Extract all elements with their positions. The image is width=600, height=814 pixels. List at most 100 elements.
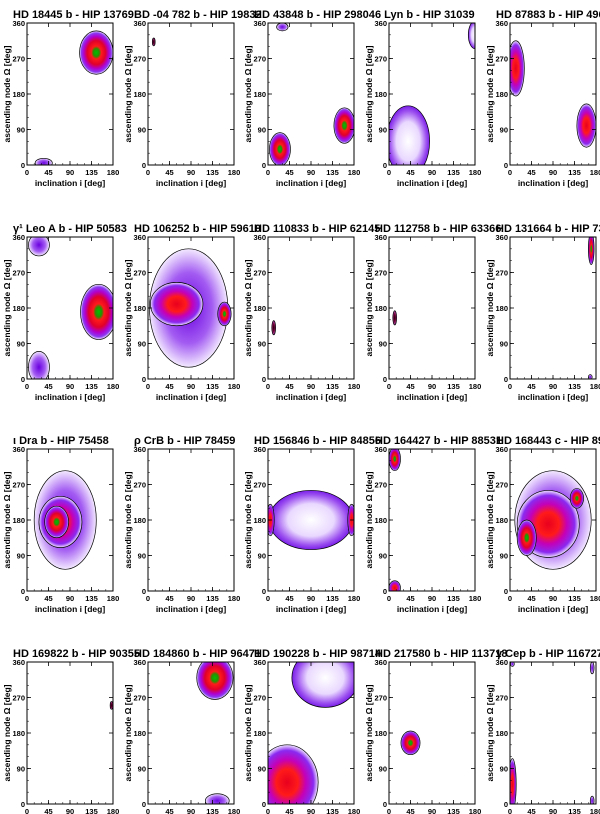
density-region [271, 320, 276, 336]
density-region [80, 283, 113, 340]
y-tick-label: 0 [504, 375, 508, 384]
x-tick-label: 45 [406, 594, 414, 603]
x-tick-label: 0 [146, 594, 150, 603]
panel-16: HD 169822 b - HIP 90355 0 45 90 135 180 0 90 180… [2, 648, 140, 814]
density-region [333, 107, 354, 144]
y-tick-label: 90 [138, 340, 146, 349]
y-tick-label: 90 [379, 765, 387, 774]
x-tick-label: 45 [165, 168, 173, 177]
panel-title: HD 217580 b - HIP 113718 [375, 648, 508, 660]
y-tick-label: 180 [12, 516, 25, 525]
x-tick-label: 90 [307, 382, 315, 391]
density-region [34, 157, 53, 165]
x-tick-label: 135 [568, 382, 581, 391]
panel-10: HD 131664 b - HIP 73408 0 45 90 135 180 0 90 180… [485, 223, 600, 402]
y-tick-label: 270 [12, 269, 25, 278]
density-region [150, 282, 204, 327]
y-tick-label: 360 [133, 445, 146, 454]
density-map [196, 662, 234, 804]
density-region [510, 758, 517, 804]
panel-7: HD 106252 b - HIP 59610 0 45 90 135 180 0 90 180… [123, 223, 261, 402]
y-tick-label: 180 [495, 729, 508, 738]
y-tick-label: 360 [495, 233, 508, 242]
y-tick-label: 0 [21, 587, 25, 596]
y-tick-label: 270 [495, 55, 508, 64]
x-tick-label: 135 [326, 594, 339, 603]
x-tick-label: 135 [447, 382, 460, 391]
y-tick-label: 0 [142, 587, 146, 596]
x-tick-label: 45 [527, 382, 535, 391]
x-tick-label: 180 [107, 168, 120, 177]
x-tick-label: 45 [44, 807, 52, 814]
x-tick-label: 0 [387, 382, 391, 391]
x-tick-label: 135 [447, 168, 460, 177]
density-map [34, 30, 113, 165]
y-tick-label: 360 [374, 19, 387, 28]
density-map [510, 662, 595, 804]
x-tick-label: 135 [447, 594, 460, 603]
density-region [28, 237, 50, 257]
panel-4: 6 Lyn b - HIP 31039 0 45 90 135 180 0 90 180 270 3… [364, 9, 481, 188]
panel-title: ι Dra b - HIP 75458 [13, 435, 109, 447]
x-tick-label: 0 [266, 807, 270, 814]
x-tick-label: 0 [25, 168, 29, 177]
y-tick-label: 90 [500, 340, 508, 349]
x-tick-label: 90 [187, 168, 195, 177]
x-tick-label: 0 [266, 168, 270, 177]
x-tick-label: 45 [44, 382, 52, 391]
y-tick-label: 360 [12, 658, 25, 667]
x-tick-label: 180 [107, 382, 120, 391]
y-tick-label: 180 [374, 90, 387, 99]
x-axis-label: inclination i [deg] [35, 604, 106, 614]
x-tick-label: 90 [66, 807, 74, 814]
x-tick-label: 90 [187, 594, 195, 603]
x-axis-label: inclination i [deg] [35, 178, 106, 188]
y-tick-label: 0 [262, 161, 266, 170]
y-axis-label: ascending node Ω [deg] [364, 259, 374, 356]
density-map [389, 449, 401, 591]
x-tick-label: 180 [107, 807, 120, 814]
y-tick-label: 180 [12, 304, 25, 313]
y-tick-label: 0 [262, 587, 266, 596]
y-tick-label: 90 [500, 765, 508, 774]
x-axis-label: inclination i [deg] [156, 178, 227, 188]
y-tick-label: 0 [383, 587, 387, 596]
x-tick-label: 0 [25, 382, 29, 391]
density-region [389, 449, 401, 472]
density-region [516, 519, 537, 556]
density-map [271, 320, 276, 336]
density-region [589, 795, 595, 804]
x-axis-label: inclination i [deg] [518, 604, 589, 614]
y-tick-label: 360 [12, 445, 25, 454]
panel-title: 6 Lyn b - HIP 31039 [375, 9, 475, 21]
density-map [269, 23, 354, 165]
density-region [276, 23, 289, 32]
x-axis-label: inclination i [deg] [276, 604, 347, 614]
y-tick-label: 180 [253, 729, 266, 738]
y-tick-label: 90 [138, 765, 146, 774]
x-tick-label: 135 [206, 807, 219, 814]
x-tick-label: 90 [66, 594, 74, 603]
panel-15: HD 168443 c - HIP 89844 0 45 90 135 180 0 90 180… [485, 435, 600, 614]
x-tick-label: 0 [266, 594, 270, 603]
y-tick-label: 270 [495, 269, 508, 278]
x-tick-label: 180 [228, 168, 241, 177]
plot-frame [509, 661, 597, 805]
y-tick-label: 0 [21, 161, 25, 170]
y-tick-label: 90 [138, 552, 146, 561]
x-tick-label: 135 [326, 382, 339, 391]
x-tick-label: 180 [469, 594, 482, 603]
y-axis-label: ascending node Ω [deg] [485, 45, 495, 142]
density-region [269, 132, 291, 165]
x-tick-label: 90 [187, 382, 195, 391]
x-tick-label: 0 [146, 807, 150, 814]
plot-frame [388, 661, 476, 805]
y-tick-label: 360 [374, 233, 387, 242]
y-tick-label: 90 [258, 552, 266, 561]
y-tick-label: 90 [258, 126, 266, 135]
panel-20: γ Cep b - HIP 116727 0 45 90 135 180 0 90 180 270… [485, 648, 600, 814]
x-tick-label: 0 [25, 594, 29, 603]
density-map [33, 470, 97, 570]
y-tick-label: 270 [133, 481, 146, 490]
x-axis-label: inclination i [deg] [276, 178, 347, 188]
